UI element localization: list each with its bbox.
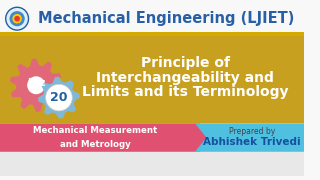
Text: Limits and its Terminology: Limits and its Terminology <box>82 85 289 99</box>
Polygon shape <box>195 123 304 152</box>
Polygon shape <box>0 123 211 152</box>
Circle shape <box>12 14 22 23</box>
FancyBboxPatch shape <box>0 152 304 176</box>
Circle shape <box>14 16 20 22</box>
Text: Mechanical Measurement
and Metrology: Mechanical Measurement and Metrology <box>33 126 157 149</box>
Circle shape <box>27 76 45 94</box>
Circle shape <box>6 7 28 30</box>
Text: Mechanical Engineering (LJIET): Mechanical Engineering (LJIET) <box>38 11 295 26</box>
Circle shape <box>10 11 25 26</box>
Text: Lec: Lec <box>27 78 45 88</box>
Circle shape <box>46 84 72 111</box>
Circle shape <box>52 90 66 105</box>
Text: 20: 20 <box>50 91 68 104</box>
FancyBboxPatch shape <box>0 32 304 36</box>
Text: Principle of: Principle of <box>141 56 230 70</box>
Text: Abhishek Trivedi: Abhishek Trivedi <box>203 137 301 147</box>
Polygon shape <box>38 77 80 118</box>
FancyBboxPatch shape <box>0 33 304 123</box>
FancyBboxPatch shape <box>0 4 304 33</box>
Text: Interchangeability and: Interchangeability and <box>96 71 274 85</box>
Text: Prepared by: Prepared by <box>229 127 275 136</box>
Polygon shape <box>10 59 62 112</box>
